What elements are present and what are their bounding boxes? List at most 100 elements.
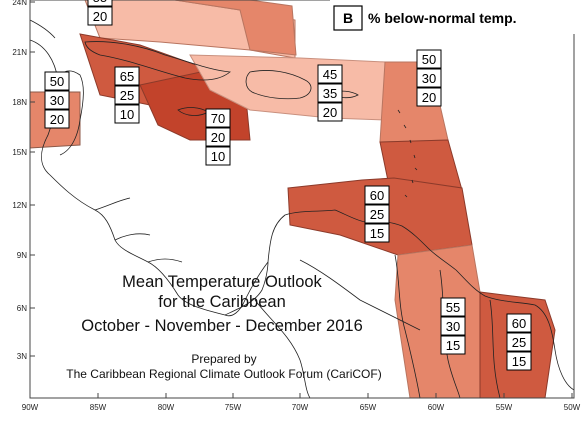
value-box-french-guiana	[506, 351, 532, 371]
value-text-yucatan: 50	[50, 74, 64, 89]
border-suriname	[489, 299, 501, 399]
value-text-guyana: 15	[446, 338, 460, 353]
lon-label: 75W	[225, 403, 242, 412]
value-box-guyana	[440, 297, 466, 317]
border-central-america	[94, 197, 183, 263]
value-box-south-caribbean	[364, 204, 390, 224]
value-text-jamaica: 70	[211, 111, 225, 126]
value-text-west-cuba: 10	[120, 107, 134, 122]
value-text-west-cuba: 25	[120, 88, 134, 103]
lon-label: 60W	[428, 403, 445, 412]
value-text-yucatan: 20	[50, 112, 64, 127]
lat-axis: 24N 21N 18N 15N 12N 9N 6N 3N	[12, 0, 27, 361]
border-colombia	[254, 299, 311, 399]
coast-south-america	[267, 209, 575, 391]
legend: B % below-normal temp.	[330, 0, 580, 34]
lon-label: 85W	[90, 403, 107, 412]
value-box-top-partial	[87, 0, 113, 7]
value-text-south-caribbean: 15	[370, 226, 384, 241]
lon-label: 80W	[158, 403, 175, 412]
value-text-leewards: 30	[422, 71, 436, 86]
value-box-jamaica	[205, 127, 231, 147]
lon-label: 70W	[292, 403, 309, 412]
border-venezuela	[394, 254, 421, 399]
value-text-french-guiana: 15	[512, 354, 526, 369]
organization: The Caribbean Regional Climate Outlook F…	[66, 367, 381, 381]
value-text-jamaica: 10	[211, 149, 225, 164]
value-box-yucatan	[44, 109, 70, 129]
value-box-west-cuba	[114, 85, 140, 105]
coast-cuba	[84, 41, 232, 81]
coast-gulf	[29, 19, 56, 39]
title-line-2: for the Caribbean	[158, 293, 286, 311]
value-text-hispaniola: 45	[323, 67, 337, 82]
lat-label: 18N	[12, 98, 27, 107]
value-box-south-caribbean	[364, 185, 390, 205]
border-guyana	[439, 269, 461, 399]
value-box-french-guiana	[506, 332, 532, 352]
coast-lesser-antilles	[397, 109, 418, 198]
value-text-guyana: 55	[446, 300, 460, 315]
lon-label: 55W	[496, 403, 513, 412]
lat-label: 6N	[17, 304, 27, 313]
legend-text: % below-normal temp.	[368, 10, 517, 26]
lon-label: 65W	[360, 403, 377, 412]
value-text-leewards: 20	[422, 90, 436, 105]
value-text-top-partial: 55	[93, 0, 107, 5]
region-guyana	[394, 244, 481, 399]
value-text-french-guiana: 25	[512, 335, 526, 350]
value-text-south-caribbean: 60	[370, 188, 384, 203]
value-box-hispaniola	[317, 83, 343, 103]
value-box-west-cuba	[114, 104, 140, 124]
value-box-jamaica	[205, 146, 231, 166]
legend-symbol-box	[333, 5, 363, 31]
tick-layer	[29, 1, 573, 398]
value-box-west-cuba	[114, 66, 140, 86]
value-box-yucatan	[44, 90, 70, 110]
legend-background	[330, 0, 580, 34]
value-text-west-cuba: 65	[120, 69, 134, 84]
value-box-leewards	[416, 68, 442, 88]
coast-hispaniola	[245, 70, 312, 100]
legend-symbol: B	[343, 10, 353, 26]
title-block: Mean Temperature Outlook for the Caribbe…	[66, 273, 381, 381]
value-box-leewards	[416, 87, 442, 107]
map-frame	[29, 0, 575, 399]
value-box-jamaica	[205, 108, 231, 128]
coast-panama	[224, 261, 269, 316]
value-box-layer: 50 30 20 65 25 10 70 20 10 45 35 20 50 30 20 60 25 15 55 30…	[44, 0, 532, 371]
value-box-yucatan	[44, 71, 70, 91]
value-box-guyana	[440, 335, 466, 355]
lon-label: 90W	[22, 403, 39, 412]
lat-label: 21N	[12, 48, 27, 57]
value-text-jamaica: 20	[211, 130, 225, 145]
value-text-guyana: 30	[446, 319, 460, 334]
value-text-top-partial: 20	[93, 9, 107, 24]
value-box-hispaniola	[317, 102, 343, 122]
coast-yucatan	[57, 70, 84, 156]
lon-label: 50W	[564, 403, 581, 412]
value-text-hispaniola: 20	[323, 105, 337, 120]
value-text-hispaniola: 35	[323, 86, 337, 101]
value-text-leewards: 50	[422, 52, 436, 67]
title-line-3: October - November - December 2016	[81, 317, 363, 335]
value-text-french-guiana: 60	[512, 316, 526, 331]
lat-label: 12N	[12, 201, 27, 210]
value-text-south-caribbean: 25	[370, 207, 384, 222]
lon-axis: 90W 85W 80W 75W 70W 65W 60W 55W 50W	[22, 403, 581, 412]
value-box-guyana	[440, 316, 466, 336]
river-orinoco	[299, 259, 421, 331]
region-top-dark	[174, 0, 297, 56]
lat-label: 3N	[17, 352, 27, 361]
value-box-top-partial	[87, 6, 113, 26]
lat-label: 24N	[12, 0, 27, 7]
lat-label: 15N	[12, 148, 27, 157]
value-box-south-caribbean	[364, 223, 390, 243]
value-text-yucatan: 30	[50, 93, 64, 108]
value-box-leewards	[416, 49, 442, 69]
value-box-hispaniola	[317, 64, 343, 84]
title-line-1: Mean Temperature Outlook	[122, 273, 322, 291]
value-box-french-guiana	[506, 313, 532, 333]
